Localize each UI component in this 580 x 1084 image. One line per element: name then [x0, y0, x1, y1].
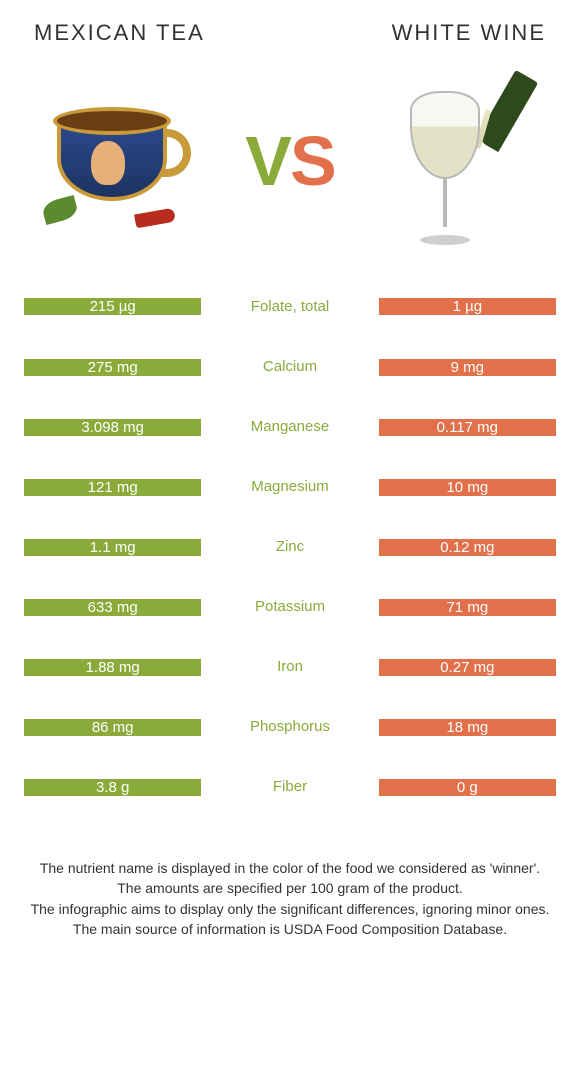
left-value: 633 mg: [24, 596, 201, 616]
right-value: 0 g: [379, 776, 556, 796]
footer-line: The amounts are specified per 100 gram o…: [30, 878, 550, 898]
images-row: VS: [24, 76, 556, 276]
nutrient-row: 3.098 mgManganese0.117 mg: [24, 396, 556, 456]
nutrient-row: 215 µgFolate, total1 µg: [24, 276, 556, 336]
right-food-image: [366, 76, 546, 246]
nutrient-label: Calcium: [201, 358, 378, 375]
left-value: 1.1 mg: [24, 536, 201, 556]
nutrient-label: Fiber: [201, 778, 378, 795]
nutrient-label: Zinc: [201, 538, 378, 555]
right-value: 0.12 mg: [379, 536, 556, 556]
right-value: 0.117 mg: [379, 416, 556, 436]
left-value: 121 mg: [24, 476, 201, 496]
nutrient-row: 1.1 mgZinc0.12 mg: [24, 516, 556, 576]
right-value: 1 µg: [379, 298, 556, 315]
left-value: 215 µg: [24, 298, 201, 315]
footer-line: The main source of information is USDA F…: [30, 919, 550, 939]
left-value: 275 mg: [24, 356, 201, 376]
nutrient-label: Potassium: [201, 598, 378, 615]
left-value: 1.88 mg: [24, 656, 201, 676]
teacup-icon: [49, 101, 199, 221]
right-value: 18 mg: [379, 716, 556, 736]
nutrient-row: 86 mgPhosphorus18 mg: [24, 696, 556, 756]
nutrient-row: 633 mgPotassium71 mg: [24, 576, 556, 636]
nutrient-label: Iron: [201, 658, 378, 675]
nutrient-row: 1.88 mgIron0.27 mg: [24, 636, 556, 696]
nutrient-label: Manganese: [201, 418, 378, 435]
nutrient-label: Folate, total: [201, 298, 378, 315]
right-value: 0.27 mg: [379, 656, 556, 676]
right-food-title: White wine: [392, 20, 546, 46]
right-value: 10 mg: [379, 476, 556, 496]
header-row: Mexican tea White wine: [24, 20, 556, 46]
nutrient-table: 215 µgFolate, total1 µg275 mgCalcium9 mg…: [24, 276, 556, 816]
nutrient-label: Phosphorus: [201, 718, 378, 735]
nutrient-label: Magnesium: [201, 478, 378, 495]
footer-notes: The nutrient name is displayed in the co…: [24, 858, 556, 939]
vs-s: S: [290, 122, 335, 200]
nutrient-row: 121 mgMagnesium10 mg: [24, 456, 556, 516]
vs-label: VS: [245, 121, 334, 201]
nutrient-row: 275 mgCalcium9 mg: [24, 336, 556, 396]
footer-line: The nutrient name is displayed in the co…: [30, 858, 550, 878]
infographic-container: Mexican tea White wine VS: [0, 0, 580, 939]
footer-line: The infographic aims to display only the…: [30, 899, 550, 919]
left-value: 3.098 mg: [24, 416, 201, 436]
right-value: 71 mg: [379, 596, 556, 616]
left-food-image: [34, 76, 214, 246]
wine-glass-icon: [396, 71, 516, 251]
vs-v: V: [245, 122, 290, 200]
right-value: 9 mg: [379, 356, 556, 376]
left-value: 86 mg: [24, 716, 201, 736]
left-value: 3.8 g: [24, 776, 201, 796]
nutrient-row: 3.8 gFiber0 g: [24, 756, 556, 816]
left-food-title: Mexican tea: [34, 20, 205, 46]
